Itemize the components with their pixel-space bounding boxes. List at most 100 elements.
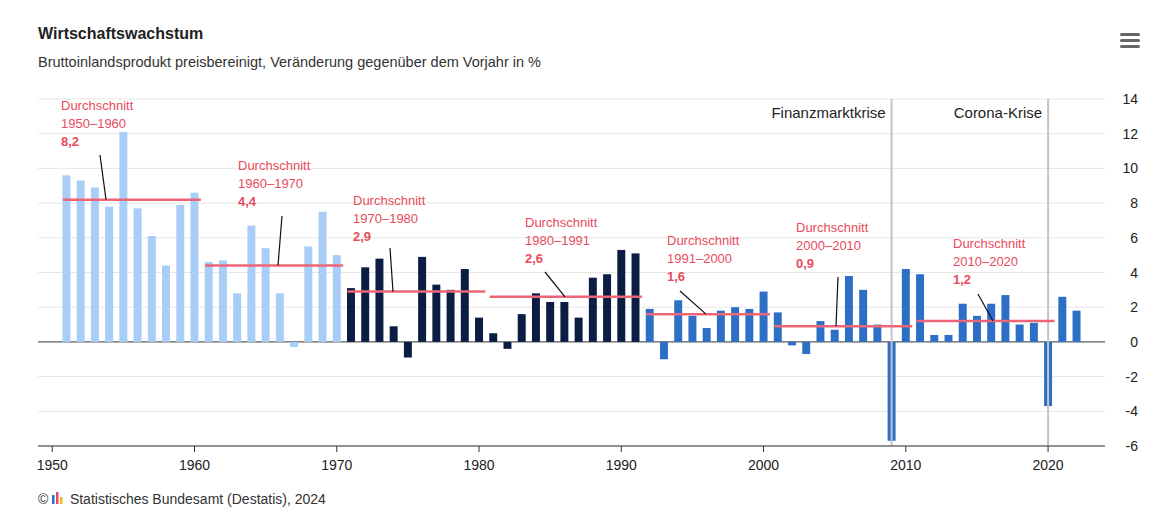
leader-line bbox=[545, 272, 565, 297]
bar bbox=[831, 330, 839, 342]
grid-line bbox=[38, 376, 1105, 377]
x-tick bbox=[621, 446, 622, 452]
bar bbox=[276, 293, 284, 342]
bar bbox=[191, 193, 199, 342]
average-line bbox=[490, 296, 642, 299]
subtitle: Bruttoinlandsprodukt preisbereinigt, Ver… bbox=[38, 54, 541, 70]
average-label: Durchschnitt bbox=[953, 236, 1026, 251]
bar bbox=[148, 236, 156, 342]
bar bbox=[518, 314, 526, 342]
bar bbox=[859, 290, 867, 342]
source-icon bbox=[52, 492, 63, 504]
y-tick-label: 2 bbox=[1130, 299, 1138, 315]
bar bbox=[447, 290, 455, 342]
average-label: 1991–2000 bbox=[667, 251, 732, 266]
leader-line bbox=[278, 216, 282, 266]
bar bbox=[560, 302, 568, 342]
bar bbox=[532, 293, 540, 342]
bar bbox=[987, 304, 995, 342]
marker-label: Finanzmarktkrise bbox=[771, 104, 885, 121]
grid-line bbox=[38, 411, 1105, 412]
menu-bar bbox=[1120, 33, 1140, 36]
bar bbox=[375, 259, 383, 342]
x-tick bbox=[194, 446, 195, 452]
y-tick-label: 12 bbox=[1122, 126, 1138, 142]
menu-icon[interactable] bbox=[1120, 33, 1140, 48]
x-tick-label: 1970 bbox=[321, 457, 352, 473]
average-label: 1950–1960 bbox=[61, 116, 126, 131]
x-tick bbox=[52, 446, 53, 452]
x-tick bbox=[336, 446, 337, 452]
y-tick-label: 8 bbox=[1130, 195, 1138, 211]
bar bbox=[788, 342, 796, 345]
y-tick-label: 10 bbox=[1122, 160, 1138, 176]
y-tick-label: -4 bbox=[1126, 403, 1139, 419]
average-value: 2,9 bbox=[353, 229, 371, 244]
x-tick-label: 2020 bbox=[1033, 457, 1064, 473]
icon-bar bbox=[60, 497, 63, 504]
source: © Statistisches Bundesamt (Destatis), 20… bbox=[38, 491, 326, 507]
bar bbox=[959, 304, 967, 342]
menu-bar bbox=[1120, 45, 1140, 48]
average-label: Durchschnitt bbox=[796, 220, 869, 235]
average-label: 1960–1970 bbox=[238, 176, 303, 191]
average-label: 2000–2010 bbox=[796, 238, 861, 253]
bar bbox=[461, 269, 469, 342]
bar bbox=[333, 255, 341, 342]
bar bbox=[1001, 295, 1009, 342]
y-tick-label: -2 bbox=[1126, 369, 1139, 385]
x-tick-label: 1990 bbox=[606, 457, 637, 473]
grid-line bbox=[38, 446, 1105, 447]
bar bbox=[319, 212, 327, 342]
bar bbox=[816, 321, 824, 342]
x-tick bbox=[1048, 446, 1049, 452]
bar bbox=[1030, 323, 1038, 342]
plot-area bbox=[62, 99, 1080, 446]
average-label: 2010–2020 bbox=[953, 254, 1018, 269]
bar bbox=[432, 285, 440, 342]
source-part: © bbox=[38, 491, 49, 507]
bar bbox=[262, 248, 270, 342]
bar bbox=[1016, 325, 1024, 342]
y-tick-label: 0 bbox=[1130, 334, 1138, 350]
average-label: 1980–1991 bbox=[525, 233, 590, 248]
bar bbox=[489, 333, 497, 342]
average-label: 1970–1980 bbox=[353, 211, 418, 226]
bar bbox=[802, 342, 810, 354]
x-tick-label: 2000 bbox=[748, 457, 779, 473]
bar bbox=[304, 246, 312, 341]
bar bbox=[91, 187, 99, 341]
bar bbox=[347, 288, 355, 342]
icon-bar bbox=[56, 492, 59, 504]
bar bbox=[845, 276, 853, 342]
marker-line bbox=[891, 99, 893, 446]
bar bbox=[162, 266, 170, 342]
x-axis bbox=[38, 446, 1105, 447]
x-tick-label: 1950 bbox=[37, 457, 68, 473]
bar bbox=[688, 316, 696, 342]
average-value: 0,9 bbox=[796, 256, 814, 271]
average-value: 8,2 bbox=[61, 134, 79, 149]
y-tick-label: 4 bbox=[1130, 265, 1138, 281]
leader-line bbox=[680, 291, 706, 314]
average-label: Durchschnitt bbox=[667, 233, 740, 248]
bar bbox=[589, 278, 597, 342]
bar bbox=[119, 132, 127, 342]
bar bbox=[219, 260, 227, 342]
chart: WirtschaftswachstumBruttoinlandsprodukt … bbox=[0, 0, 1171, 521]
average-label: Durchschnitt bbox=[61, 98, 134, 113]
bar bbox=[1058, 297, 1066, 342]
x-tick-label: 2010 bbox=[890, 457, 921, 473]
bar bbox=[418, 257, 426, 342]
y-tick-label: 6 bbox=[1130, 230, 1138, 246]
icon-bar bbox=[52, 495, 55, 504]
average-line bbox=[63, 198, 201, 201]
bar bbox=[503, 342, 511, 349]
bar bbox=[546, 302, 554, 342]
bar bbox=[176, 205, 184, 342]
x-tick bbox=[479, 446, 480, 452]
bar bbox=[1073, 311, 1081, 342]
average-label: Durchschnitt bbox=[238, 158, 311, 173]
source-part: Statistisches Bundesamt (Destatis), 2024 bbox=[66, 491, 326, 507]
marker-line bbox=[1047, 99, 1049, 446]
